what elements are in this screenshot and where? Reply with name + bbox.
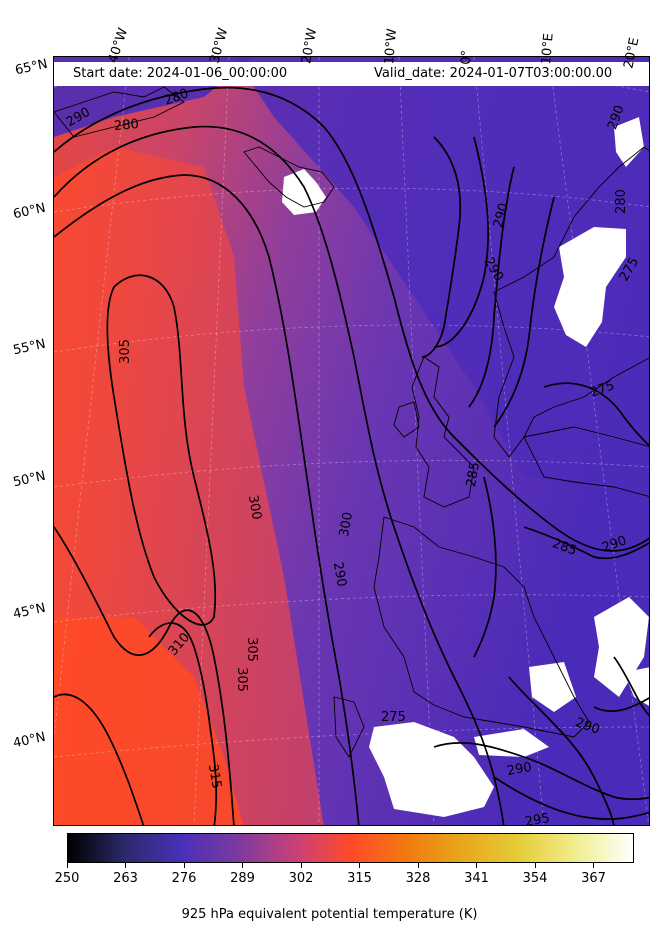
colorbar-tick-label: 354 bbox=[522, 871, 548, 886]
lat-label-40n: 40°N bbox=[11, 729, 47, 752]
lat-label-55n: 55°N bbox=[11, 336, 47, 359]
colorbar-tick bbox=[534, 863, 536, 868]
colorbar-tick-label: 302 bbox=[288, 871, 314, 886]
hot-region bbox=[54, 617, 244, 825]
lat-label-65n: 65°N bbox=[13, 56, 49, 79]
lon-label-10w: 10°W bbox=[382, 27, 401, 65]
header-band bbox=[54, 62, 649, 86]
colorbar-tick bbox=[183, 863, 185, 868]
colorbar-tick bbox=[66, 863, 68, 868]
contours bbox=[54, 86, 649, 825]
lat-label-45n: 45°N bbox=[11, 600, 47, 623]
colorbar-tick-label: 263 bbox=[113, 871, 138, 886]
contour-label: 295 bbox=[523, 810, 551, 831]
valid-date-label: Valid_date: 2024-01-07T03:00:00.00 bbox=[374, 66, 613, 81]
contour-label: 280 bbox=[113, 116, 140, 135]
colorbar-title: 925 hPa equivalent potential temperature… bbox=[181, 907, 478, 922]
contour-label: 305 bbox=[117, 339, 133, 364]
colorbar-tick-label: 315 bbox=[347, 871, 372, 886]
colorbar-tick bbox=[125, 863, 126, 868]
colorbar-tick bbox=[417, 863, 419, 868]
coastlines bbox=[54, 86, 649, 758]
map-canvas bbox=[54, 57, 649, 825]
colorbar-tick bbox=[593, 863, 594, 868]
contour-label: 305 bbox=[243, 637, 259, 662]
colorbar-tick-label: 328 bbox=[405, 871, 431, 886]
start-date-label: Start date: 2024-01-06_00:00:00 bbox=[73, 66, 288, 81]
colorbar bbox=[67, 833, 634, 863]
lat-label-50n: 50°N bbox=[11, 468, 47, 491]
colorbar-tick bbox=[300, 863, 302, 868]
colorbar-tick-label: 250 bbox=[54, 871, 80, 886]
lat-label-60n: 60°N bbox=[11, 200, 47, 223]
contour-label: 275 bbox=[381, 710, 406, 725]
lon-label-0: 0° bbox=[459, 49, 475, 65]
contour-label: 280 bbox=[613, 189, 629, 214]
colorbar-tick-label: 276 bbox=[171, 871, 197, 886]
colorbar-tick-label: 289 bbox=[230, 871, 255, 886]
map-panel bbox=[53, 56, 650, 826]
colorbar-tick-label: 341 bbox=[464, 871, 489, 886]
colorbar-tick bbox=[359, 863, 360, 868]
contour-label: 305 bbox=[233, 667, 249, 692]
colorbar-tick-label: 367 bbox=[581, 871, 606, 886]
colorbar-tick bbox=[476, 863, 477, 868]
lon-label-10e: 10°E bbox=[539, 32, 557, 65]
missing-data bbox=[282, 117, 649, 817]
colorbar-tick bbox=[242, 863, 243, 868]
